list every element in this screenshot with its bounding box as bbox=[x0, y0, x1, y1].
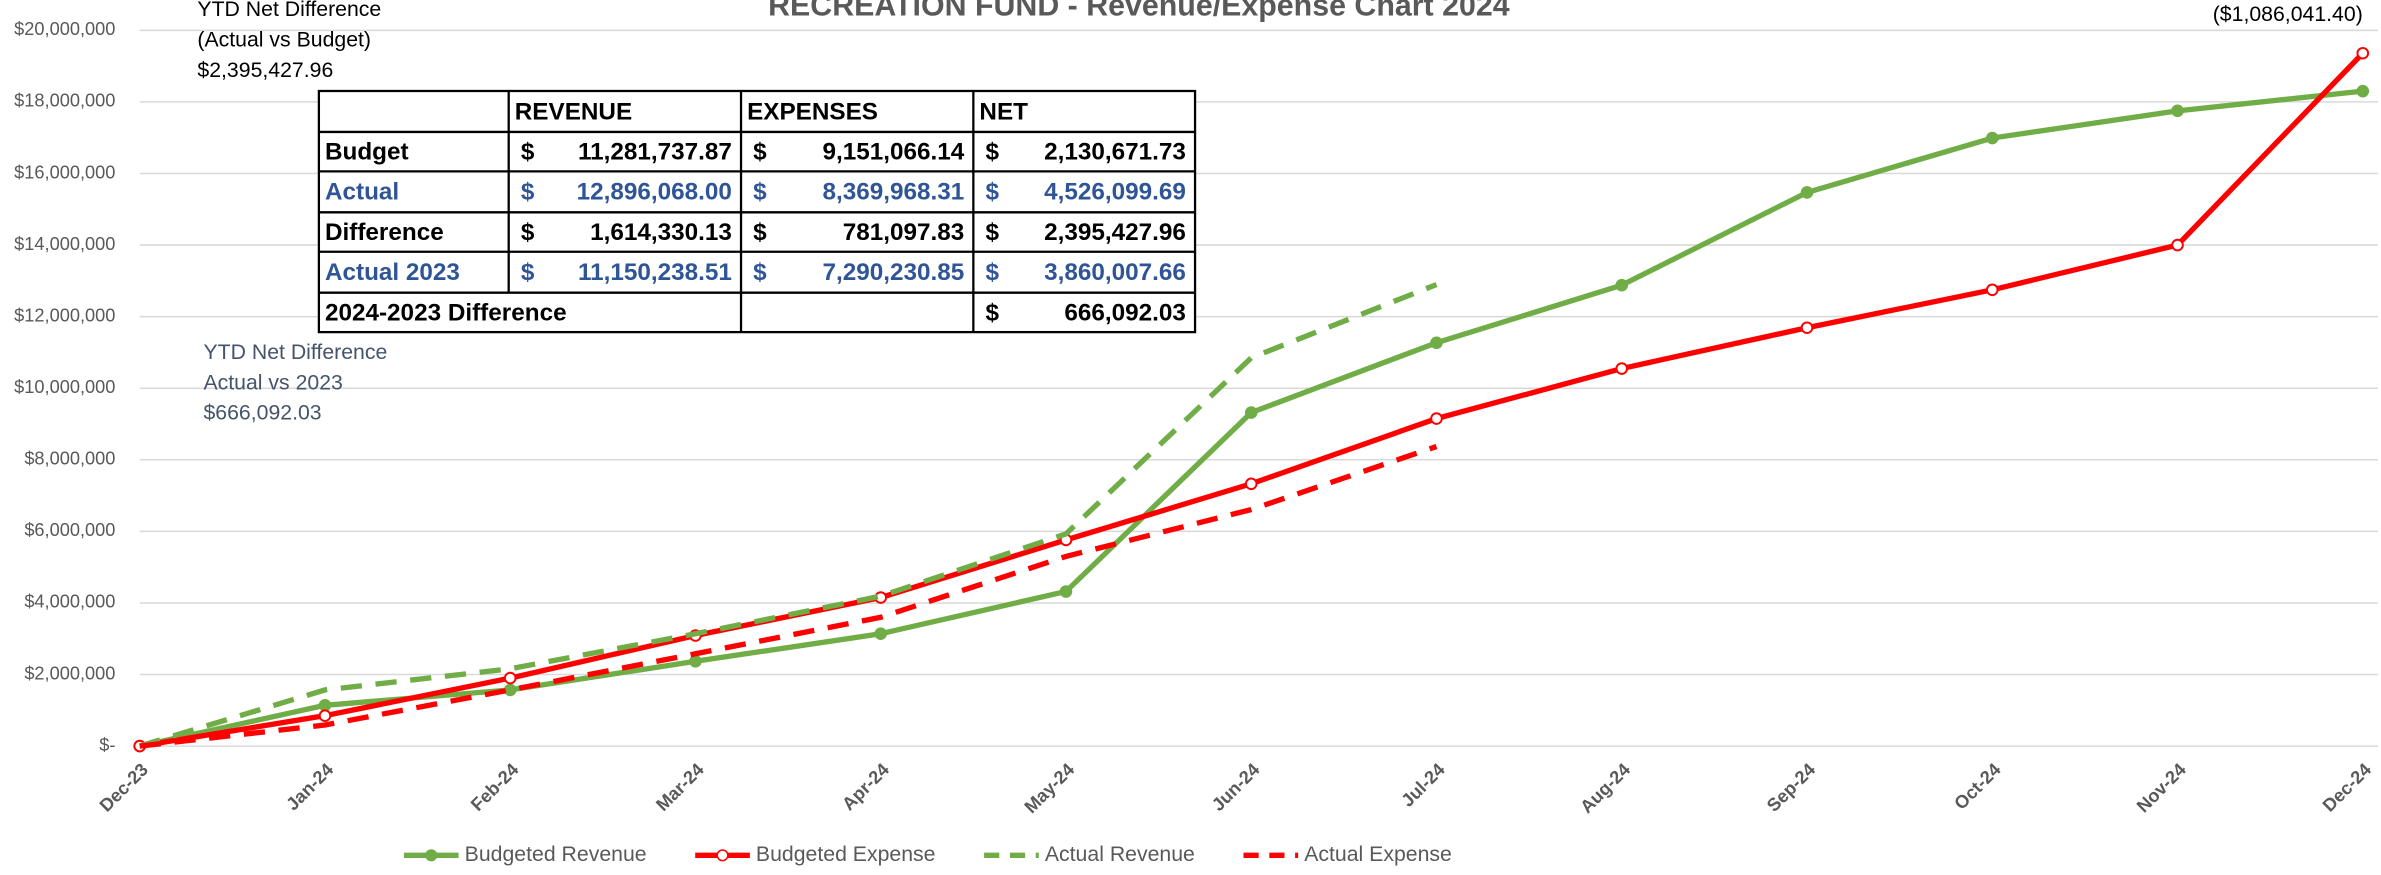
point bbox=[689, 654, 702, 668]
table-row-label: Budget bbox=[325, 139, 409, 166]
table-currency: $ bbox=[986, 139, 1000, 166]
point bbox=[2171, 238, 2184, 252]
legend-label: Budgeted Expense bbox=[756, 842, 936, 866]
table-cell: 4,526,099.69 bbox=[1044, 179, 1186, 206]
table-row-label: Actual 2023 bbox=[325, 259, 460, 286]
table-currency: $ bbox=[521, 139, 535, 166]
point bbox=[1430, 412, 1443, 425]
x-tick-label: Oct-24 bbox=[1950, 759, 2005, 814]
table-row-label: Difference bbox=[325, 219, 444, 246]
x-tick-label: Mar-24 bbox=[652, 759, 708, 815]
y-tick-label: $14,000,000 bbox=[14, 234, 115, 254]
y-tick-label: $12,000,000 bbox=[14, 305, 115, 325]
table-currency: $ bbox=[753, 139, 767, 166]
table-header: EXPENSES bbox=[747, 98, 878, 125]
table-currency: $ bbox=[521, 219, 535, 246]
table-currency: $ bbox=[521, 179, 535, 206]
point bbox=[503, 683, 517, 697]
table-cell: 781,097.83 bbox=[843, 219, 965, 246]
table-cell: 8,369,968.31 bbox=[822, 179, 964, 206]
annotation: Actual vs 2023 bbox=[203, 370, 342, 394]
point bbox=[2356, 46, 2370, 60]
y-tick-label: $18,000,000 bbox=[14, 91, 115, 111]
point bbox=[1244, 477, 1258, 491]
table-cell: 666,092.03 bbox=[1064, 299, 1186, 326]
y-tick-label: $4,000,000 bbox=[24, 592, 115, 612]
point bbox=[1430, 336, 1443, 350]
y-tick-label: $6,000,000 bbox=[24, 520, 115, 540]
y-tick-label: $2,000,000 bbox=[24, 663, 115, 683]
legend-label: Budgeted Revenue bbox=[465, 842, 647, 866]
point bbox=[1800, 186, 1814, 199]
point bbox=[503, 671, 517, 685]
point bbox=[1059, 585, 1073, 598]
y-tick-label: $- bbox=[99, 735, 115, 755]
series-line bbox=[139, 444, 1438, 749]
table-currency: $ bbox=[753, 259, 767, 286]
legend-label: Actual Revenue bbox=[1045, 842, 1195, 866]
table-cell: 2,130,671.73 bbox=[1044, 139, 1186, 166]
y-tick-label: $20,000,000 bbox=[14, 19, 115, 39]
x-tick-label: Jul-24 bbox=[1397, 759, 1449, 811]
annotation: YTD Net Difference bbox=[197, 0, 381, 21]
y-tick-label: $16,000,000 bbox=[14, 162, 115, 182]
point bbox=[1615, 362, 1629, 375]
x-tick-label: Jan-24 bbox=[282, 759, 338, 814]
x-tick-label: Sep-24 bbox=[1763, 759, 1820, 816]
table-row-label: Actual bbox=[325, 179, 399, 206]
table-cell: 12,896,068.00 bbox=[577, 179, 732, 206]
point bbox=[1985, 283, 1999, 297]
table-row-label: 2024-2023 Difference bbox=[325, 299, 567, 326]
x-tick-label: Dec-23 bbox=[96, 759, 152, 815]
legend-label: Actual Expense bbox=[1304, 842, 1452, 866]
x-tick-label: Jun-24 bbox=[1208, 759, 1264, 815]
table-currency: $ bbox=[753, 179, 767, 206]
x-tick-label: Nov-24 bbox=[2133, 759, 2191, 817]
point bbox=[874, 627, 888, 641]
point bbox=[1800, 321, 1814, 335]
legend-marker bbox=[716, 849, 729, 862]
table-cell: 9,151,066.14 bbox=[822, 139, 964, 166]
table-currency: $ bbox=[986, 259, 1000, 286]
point bbox=[318, 709, 332, 722]
annotation: (Actual vs Budget) bbox=[197, 28, 371, 52]
table-currency: $ bbox=[986, 299, 1000, 326]
annotation: $2,395,427.96 bbox=[197, 58, 333, 82]
x-tick-label: Feb-24 bbox=[467, 759, 523, 815]
chart-title: RECREATION FUND - Revenue/Expense Chart … bbox=[768, 0, 1510, 23]
table-currency: $ bbox=[521, 259, 535, 286]
table-header: REVENUE bbox=[515, 98, 632, 125]
x-tick-label: Aug-24 bbox=[1576, 759, 1634, 817]
x-tick-label: May-24 bbox=[1021, 759, 1079, 817]
y-tick-label: $10,000,000 bbox=[14, 377, 115, 397]
table-cell: 2,395,427.96 bbox=[1044, 219, 1186, 246]
point bbox=[1985, 131, 1999, 145]
annotation: YTD Net Difference bbox=[203, 340, 387, 364]
point bbox=[318, 699, 332, 712]
annotation: ($1,086,041.40) bbox=[2213, 2, 2363, 26]
x-tick-label: Apr-24 bbox=[838, 759, 894, 814]
table-currency: $ bbox=[753, 219, 767, 246]
legend-marker bbox=[425, 849, 438, 862]
table-cell: 11,150,238.51 bbox=[578, 259, 732, 286]
table-currency: $ bbox=[986, 179, 1000, 206]
x-tick-label: Dec-24 bbox=[2319, 759, 2376, 816]
table-cell: 3,860,007.66 bbox=[1044, 259, 1186, 286]
point bbox=[1615, 278, 1629, 292]
table-cell: 1,614,330.13 bbox=[590, 219, 732, 246]
annotation: $666,092.03 bbox=[203, 401, 321, 425]
table-cell: 11,281,737.87 bbox=[578, 139, 732, 166]
point bbox=[2171, 104, 2184, 118]
table-header: NET bbox=[979, 98, 1028, 125]
table-cell: 7,290,230.85 bbox=[822, 259, 964, 286]
point bbox=[2356, 84, 2370, 98]
series-line bbox=[138, 282, 1438, 749]
y-tick-label: $8,000,000 bbox=[24, 449, 115, 469]
table-currency: $ bbox=[986, 219, 1000, 246]
point bbox=[1244, 406, 1258, 419]
